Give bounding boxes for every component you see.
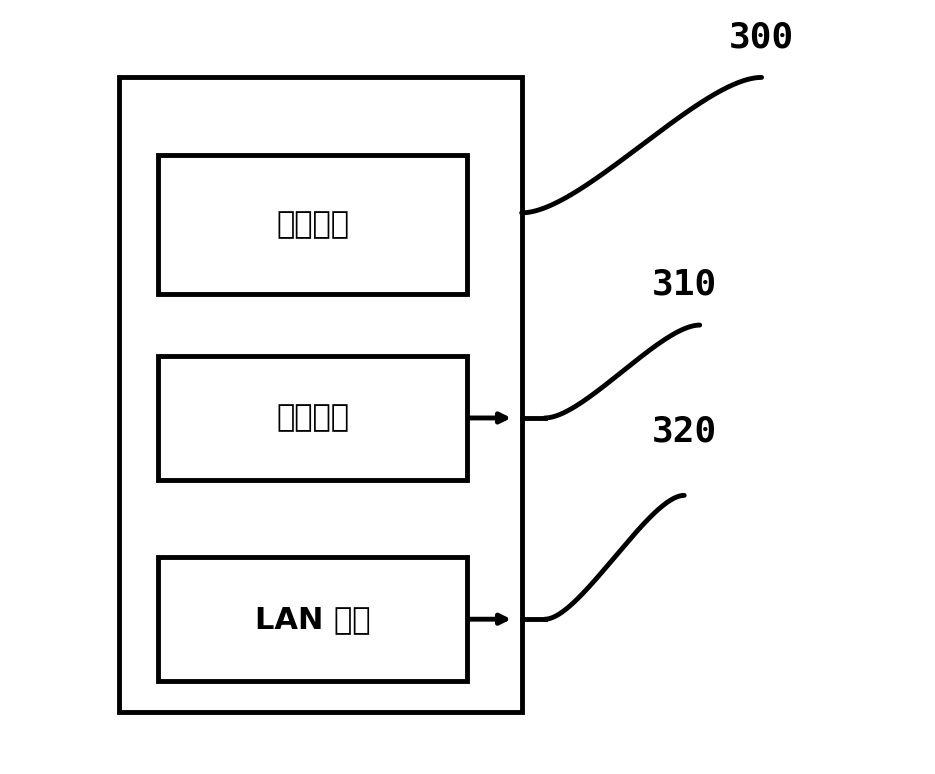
- FancyBboxPatch shape: [158, 155, 468, 294]
- FancyBboxPatch shape: [158, 356, 468, 480]
- Text: 300: 300: [729, 20, 794, 54]
- FancyBboxPatch shape: [158, 557, 468, 681]
- Text: LAN 接口: LAN 接口: [255, 604, 370, 634]
- Text: 320: 320: [652, 415, 717, 449]
- Text: 310: 310: [652, 268, 717, 302]
- Text: 无线模块: 无线模块: [276, 403, 349, 433]
- FancyBboxPatch shape: [119, 77, 522, 712]
- Text: 通讯接口: 通讯接口: [276, 210, 349, 239]
